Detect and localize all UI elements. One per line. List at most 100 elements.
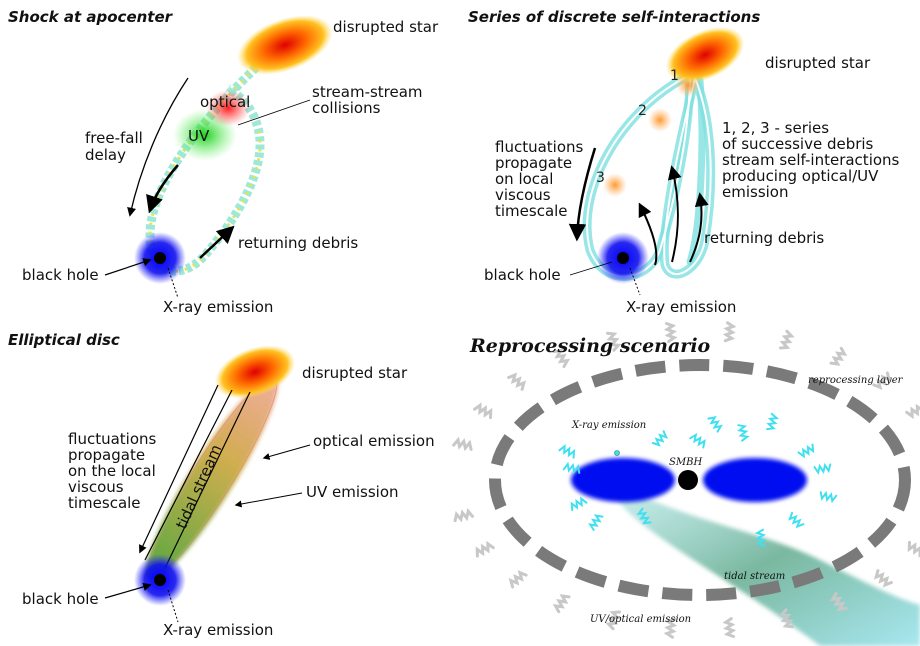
label: reprocessing layer [808, 375, 904, 386]
squiggle [636, 507, 652, 525]
squiggle [797, 443, 815, 459]
squiggle [558, 444, 576, 459]
label: of successive debris [722, 135, 874, 153]
label: UV emission [306, 483, 399, 501]
label: fluctuations [68, 430, 157, 448]
squiggle [737, 424, 750, 442]
panel-title: Elliptical disc [8, 331, 120, 349]
label: on local [495, 170, 553, 188]
arrow [568, 147, 597, 242]
pointer-dot [614, 450, 620, 456]
label: 1 [670, 68, 679, 84]
pointer [167, 589, 179, 623]
star [665, 26, 745, 84]
squiggle [788, 511, 805, 529]
squiggle [475, 540, 495, 558]
label: timescale [68, 494, 141, 512]
label: collisions [312, 99, 381, 117]
label: UV/optical emission [590, 614, 691, 625]
squiggle [779, 329, 795, 350]
squiggle [872, 371, 892, 390]
squiggle [663, 617, 678, 639]
label: producing optical/UV [722, 167, 879, 185]
pointer [234, 492, 303, 508]
label: SMBH [669, 457, 702, 468]
xray-blob [703, 458, 807, 502]
label: propagate [495, 154, 572, 172]
stream-edge [144, 389, 233, 561]
arrow [199, 225, 235, 259]
arrow [139, 384, 219, 554]
pointer [104, 258, 152, 276]
label: viscous [495, 186, 551, 204]
label: free-fall [85, 129, 143, 147]
pointer [569, 261, 613, 276]
squiggle [766, 412, 780, 431]
squiggle [570, 496, 588, 512]
squiggle [754, 528, 767, 547]
label: delay [85, 146, 126, 164]
label: optical emission [313, 432, 435, 450]
arrow [638, 202, 658, 266]
label: stream self-interactions [722, 151, 900, 169]
squiggle [453, 508, 474, 523]
label: fluctuations [495, 138, 584, 156]
squiggle [508, 570, 528, 589]
label: black hole [22, 266, 99, 284]
disc [145, 375, 279, 581]
label: propagate [68, 446, 145, 464]
squiggle [452, 436, 473, 452]
panel-title: Shock at apocenter [8, 8, 174, 26]
squiggle [689, 432, 706, 449]
squiggle [873, 569, 893, 588]
label: X-ray emission [163, 621, 273, 639]
squiggle [829, 592, 848, 612]
black-hole [154, 252, 166, 264]
label: X-ray emission [626, 298, 736, 316]
star [237, 15, 333, 75]
label: tidal stream [724, 571, 785, 582]
squiggle [552, 594, 571, 614]
stream [145, 58, 266, 276]
smbh [678, 470, 698, 490]
panel-disc [104, 345, 311, 623]
pointer [262, 444, 311, 460]
label: disrupted star [333, 18, 439, 36]
squiggle [907, 540, 920, 558]
label: X-ray emission [163, 298, 273, 316]
reprocessing-layer [489, 359, 911, 601]
squiggle [605, 610, 621, 631]
black-hole [617, 252, 629, 264]
panel-title: Reprocessing scenario [469, 335, 711, 357]
interaction [603, 173, 627, 197]
squiggle [707, 416, 723, 433]
squiggle [588, 514, 604, 531]
panel-shock [104, 15, 333, 299]
pointer [104, 582, 152, 599]
squiggle [778, 608, 794, 629]
label: on the local [68, 462, 156, 480]
squiggle [473, 402, 493, 420]
label: returning debris [704, 229, 824, 247]
squiggle [819, 490, 838, 504]
pointer [237, 99, 311, 126]
optical-glow [206, 90, 250, 126]
squiggle [663, 322, 678, 343]
squiggle [905, 403, 920, 420]
label: emission [722, 183, 789, 201]
squiggle [562, 461, 581, 475]
label: disrupted star [302, 364, 408, 382]
interaction [648, 108, 672, 132]
arrow [127, 77, 189, 217]
panel-title: Series of discrete self-interactions [468, 8, 760, 26]
arrow [146, 164, 179, 214]
squiggle [813, 462, 832, 475]
label: X-ray emission [571, 420, 646, 431]
squiggle [722, 321, 737, 343]
star [214, 345, 296, 399]
label: black hole [484, 266, 561, 284]
arrow [667, 165, 682, 263]
pointer [629, 267, 641, 296]
